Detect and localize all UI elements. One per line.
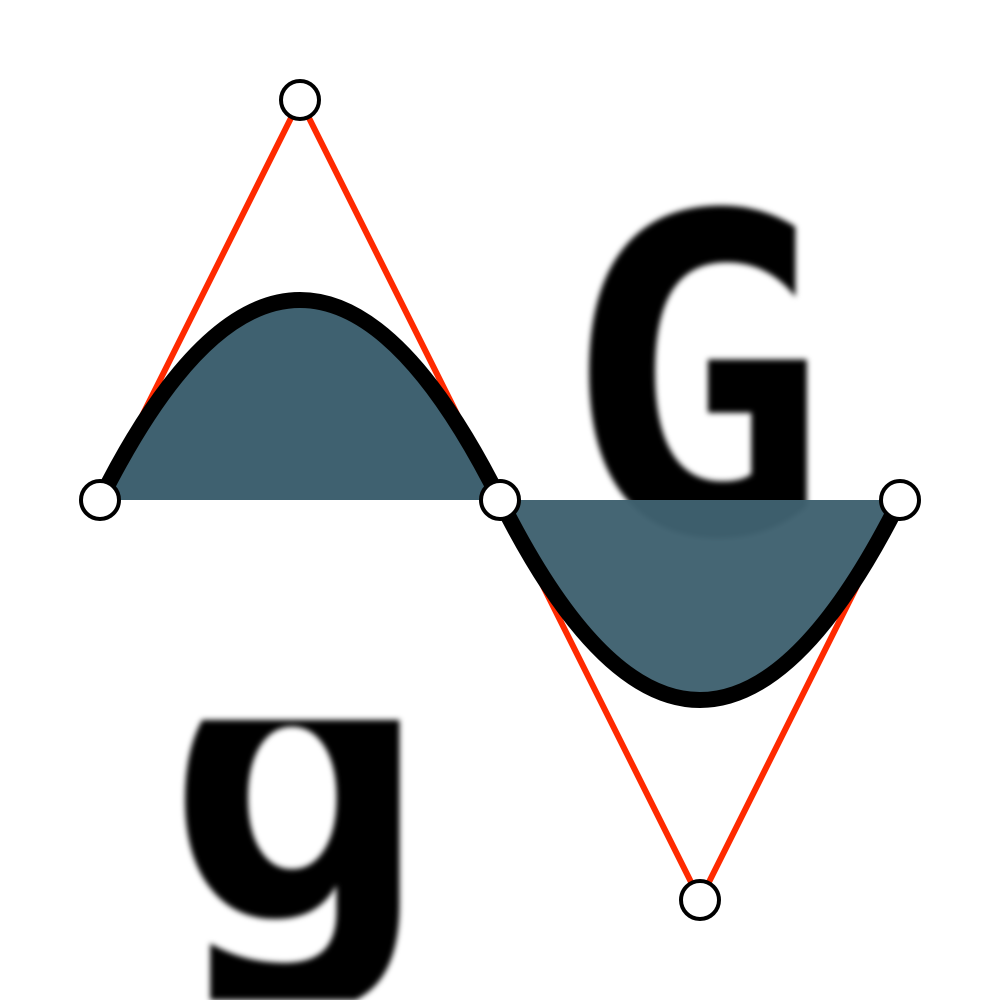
anchor-point-start[interactable] — [79, 479, 121, 521]
control-point-bottom[interactable] — [679, 879, 721, 921]
anchor-point-middle[interactable] — [479, 479, 521, 521]
control-point-top[interactable] — [279, 79, 321, 121]
glyph-lowercase-g: g — [180, 720, 420, 1000]
anchor-point-end[interactable] — [879, 479, 921, 521]
